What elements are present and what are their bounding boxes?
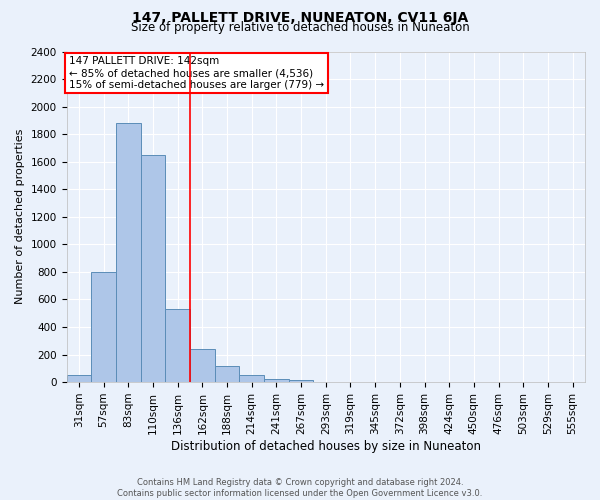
Bar	[140, 155, 165, 382]
Bar	[91, 272, 116, 382]
Bar	[190, 349, 215, 382]
Bar	[239, 374, 264, 382]
Bar	[67, 374, 91, 382]
Text: Contains HM Land Registry data © Crown copyright and database right 2024.
Contai: Contains HM Land Registry data © Crown c…	[118, 478, 482, 498]
Bar	[165, 309, 190, 382]
Text: 147, PALLETT DRIVE, NUNEATON, CV11 6JA: 147, PALLETT DRIVE, NUNEATON, CV11 6JA	[132, 11, 468, 25]
Bar	[116, 123, 140, 382]
Bar	[289, 380, 313, 382]
Bar	[264, 378, 289, 382]
Y-axis label: Number of detached properties: Number of detached properties	[15, 129, 25, 304]
X-axis label: Distribution of detached houses by size in Nuneaton: Distribution of detached houses by size …	[171, 440, 481, 452]
Text: 147 PALLETT DRIVE: 142sqm
← 85% of detached houses are smaller (4,536)
15% of se: 147 PALLETT DRIVE: 142sqm ← 85% of detac…	[69, 56, 324, 90]
Text: Size of property relative to detached houses in Nuneaton: Size of property relative to detached ho…	[131, 21, 469, 34]
Bar	[215, 366, 239, 382]
